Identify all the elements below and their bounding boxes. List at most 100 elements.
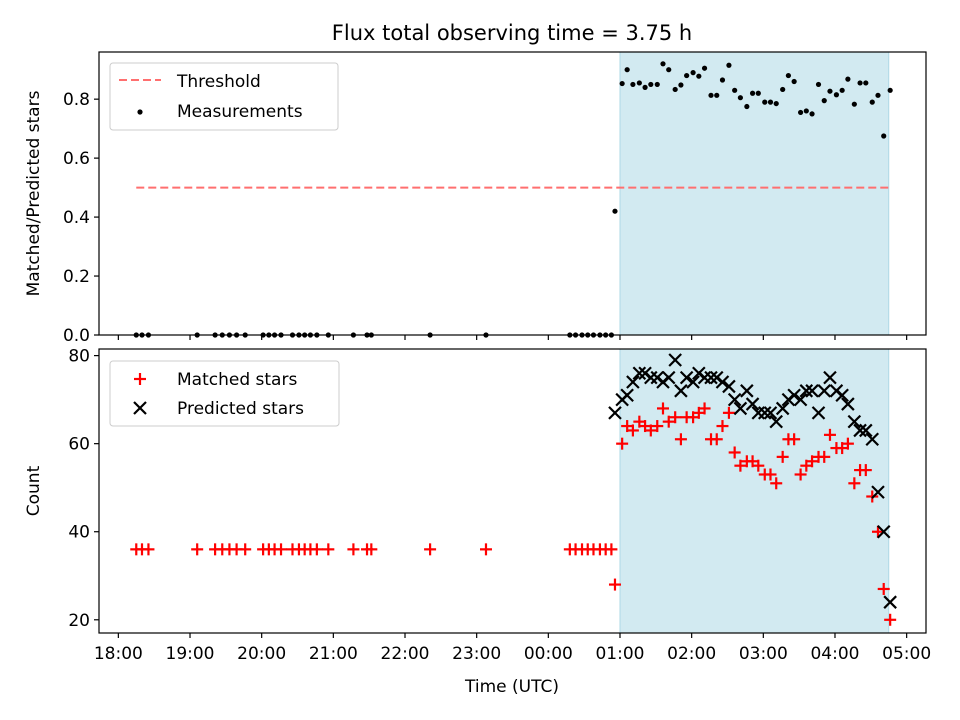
measurement-point bbox=[744, 103, 750, 110]
matched-stars-point bbox=[275, 543, 288, 556]
predicted-stars-point bbox=[787, 388, 801, 403]
measurement-point bbox=[869, 99, 875, 105]
measurement-point bbox=[833, 92, 840, 98]
predicted-stars-point bbox=[620, 388, 634, 403]
predicted-stars-point bbox=[661, 370, 676, 385]
y-tick-label: 0.4 bbox=[63, 208, 90, 228]
predicted-stars-point-b bbox=[626, 375, 640, 389]
y-tick-label: 80 bbox=[68, 347, 90, 367]
count-y-label: Count bbox=[24, 465, 44, 516]
matched-stars-point bbox=[728, 446, 741, 459]
measurement-point bbox=[684, 72, 690, 79]
predicted-stars-point-b bbox=[769, 414, 784, 429]
x-tick-label: 20:00 bbox=[237, 644, 286, 664]
x-tick-label: 04:00 bbox=[810, 644, 859, 664]
matched-stars-point bbox=[823, 428, 836, 441]
legend-matched-label: Matched stars bbox=[177, 370, 297, 390]
measurement-point bbox=[672, 86, 678, 93]
matched-stars-point bbox=[662, 415, 675, 428]
measurement-point bbox=[708, 92, 714, 98]
predicted-stars-point bbox=[871, 485, 885, 499]
x-tick-label: 00:00 bbox=[524, 644, 573, 664]
measurement-point bbox=[636, 80, 642, 86]
predicted-stars-point-b bbox=[727, 392, 742, 407]
matched-stars-point bbox=[616, 437, 629, 450]
measurement-point bbox=[863, 80, 869, 86]
predicted-stars-point-b bbox=[679, 370, 694, 385]
measurement-point bbox=[726, 62, 732, 68]
matched-stars-point bbox=[608, 578, 621, 591]
predicted-stars-point bbox=[668, 353, 682, 367]
matched-stars-point bbox=[674, 433, 687, 446]
count-legend-box bbox=[109, 360, 340, 427]
predicted-stars-point bbox=[632, 366, 647, 380]
matched-stars-point bbox=[322, 543, 335, 556]
matched-stars-point bbox=[806, 455, 819, 468]
predicted-stars-point bbox=[763, 406, 778, 420]
predicted-stars-point bbox=[608, 406, 622, 420]
measurement-point bbox=[678, 82, 684, 88]
measurement-point bbox=[612, 208, 618, 214]
observing-span-rect bbox=[619, 348, 890, 634]
predicted-stars-point-b bbox=[883, 595, 897, 609]
matched-stars-point bbox=[644, 424, 657, 437]
predicted-stars-point-b bbox=[805, 384, 819, 398]
measurement-point bbox=[851, 101, 857, 107]
predicted-stars-point bbox=[865, 432, 880, 447]
count-series bbox=[130, 353, 897, 626]
predicted-stars-point-b bbox=[871, 485, 885, 499]
predicted-stars-point bbox=[817, 384, 832, 398]
predicted-stars-point-b bbox=[674, 384, 688, 398]
matched-stars-point bbox=[191, 543, 204, 556]
matched-stars-point bbox=[651, 420, 664, 433]
measurement-point bbox=[660, 61, 666, 67]
x-tick-label: 02:00 bbox=[667, 644, 716, 664]
matched-stars-point bbox=[764, 468, 777, 481]
predicted-stars-point bbox=[733, 401, 748, 416]
ratio-legend-box bbox=[109, 62, 339, 131]
x-tick-label: 22:00 bbox=[381, 644, 430, 664]
matched-stars-point bbox=[818, 450, 831, 463]
predicted-stars-point-b bbox=[853, 423, 867, 438]
matched-stars-point bbox=[656, 402, 669, 415]
measurement-point bbox=[630, 81, 636, 88]
matched-stars-point bbox=[848, 477, 861, 490]
predicted-stars-point bbox=[715, 375, 730, 389]
predicted-stars-point bbox=[769, 414, 784, 429]
predicted-stars-point-b bbox=[787, 388, 801, 403]
predicted-stars-point bbox=[740, 384, 754, 398]
predicted-stars-point-b bbox=[865, 432, 880, 447]
count-axes-frame bbox=[98, 348, 927, 634]
predicted-stars-point-b bbox=[775, 401, 790, 416]
measurement-point bbox=[619, 80, 625, 87]
matched-stars-point bbox=[710, 433, 723, 446]
predicted-stars-point bbox=[775, 401, 790, 416]
measurement-point bbox=[809, 111, 815, 117]
predicted-stars-point-b bbox=[704, 370, 718, 385]
measurement-point bbox=[803, 108, 809, 114]
y-tick-label: 60 bbox=[68, 435, 90, 455]
measurement-point bbox=[845, 76, 851, 82]
predicted-stars-point bbox=[745, 397, 760, 411]
ratio-legend: Threshold Measurements bbox=[109, 62, 339, 131]
measurement-point bbox=[827, 88, 833, 94]
measurement-point bbox=[696, 73, 702, 79]
predicted-stars-point-b bbox=[661, 370, 676, 385]
predicted-stars-point bbox=[727, 392, 742, 407]
measurement-point bbox=[701, 65, 708, 71]
predicted-stars-point bbox=[823, 370, 837, 385]
measurement-point bbox=[749, 90, 756, 96]
measurement-point bbox=[839, 87, 845, 93]
measurement-point bbox=[887, 87, 893, 93]
predicted-stars-point bbox=[811, 406, 826, 420]
y-tick-label: 0.8 bbox=[63, 90, 90, 110]
count-legend: Matched stars Predicted stars bbox=[109, 360, 340, 427]
x-tick-label: 19:00 bbox=[166, 644, 215, 664]
x-tick-label: 03:00 bbox=[739, 644, 788, 664]
x-tick-label: 18:00 bbox=[94, 644, 143, 664]
observing-span-rect bbox=[619, 51, 890, 336]
y-tick-label: 0.6 bbox=[63, 149, 90, 169]
measurement-point bbox=[732, 87, 738, 93]
predicted-stars-point-b bbox=[715, 375, 730, 389]
